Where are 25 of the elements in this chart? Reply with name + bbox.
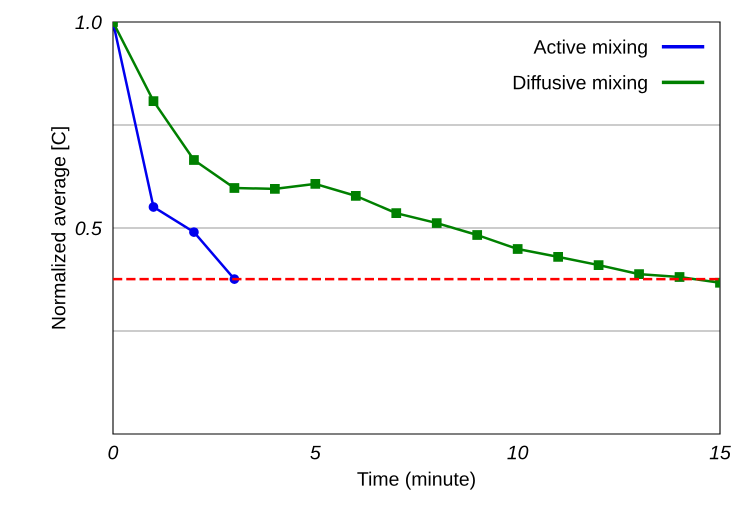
point [391, 208, 402, 218]
x-tick-label: 0 [108, 446, 118, 460]
point [230, 183, 240, 193]
point [270, 184, 280, 194]
point [432, 218, 442, 228]
y-tick-label: 1.0 [75, 15, 102, 30]
point [189, 227, 199, 237]
point [148, 96, 158, 106]
point [594, 260, 604, 270]
x-tick-label: 15 [710, 446, 731, 460]
point [310, 179, 320, 189]
point [512, 244, 523, 254]
point [350, 191, 361, 201]
x-axis-title: Time (minute) [357, 472, 475, 490]
point [634, 269, 644, 280]
legend-label: Active mixing [534, 40, 647, 58]
point [472, 230, 482, 240]
x-tick-label: 5 [310, 446, 321, 460]
point [553, 252, 563, 262]
y-tick-label: 0.5 [76, 221, 102, 236]
y-axis-title: Normalized average [C] [51, 127, 70, 329]
point [189, 155, 199, 165]
legend-label: Diffusive mixing [514, 75, 647, 94]
point [148, 202, 158, 212]
x-tick-label: 10 [507, 446, 528, 460]
